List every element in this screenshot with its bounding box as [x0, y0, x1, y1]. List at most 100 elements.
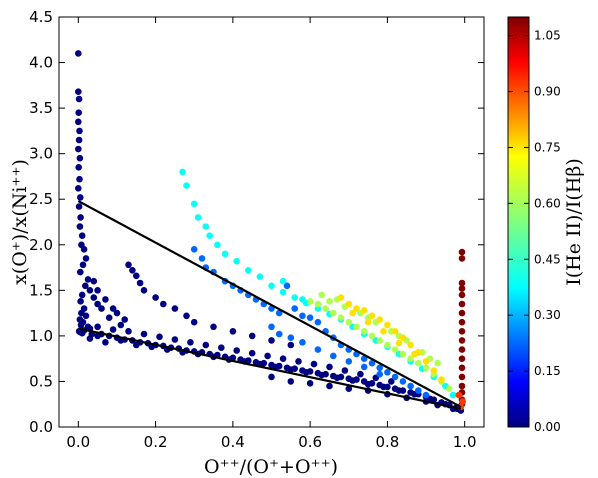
data-point	[326, 298, 333, 305]
data-point	[279, 277, 287, 285]
data-point	[202, 341, 210, 349]
data-point	[233, 257, 240, 265]
data-point	[76, 223, 84, 230]
data-point	[458, 337, 466, 344]
data-point	[415, 359, 422, 367]
data-point	[376, 370, 384, 378]
x-tick-label: 0.4	[221, 433, 245, 451]
data-point	[345, 318, 353, 326]
data-point	[229, 328, 237, 335]
data-point	[75, 95, 83, 103]
y-tick-label: 3.5	[29, 99, 53, 117]
data-point	[76, 154, 84, 162]
y-tick-label: 3.0	[29, 145, 53, 163]
data-point	[264, 352, 271, 360]
data-point	[333, 374, 341, 382]
data-point	[395, 387, 403, 394]
plot-frame	[58, 16, 485, 428]
data-point	[248, 349, 256, 357]
data-point	[455, 391, 463, 399]
data-point	[318, 371, 326, 379]
data-point	[399, 378, 407, 385]
colorbar-tick-label: 0.00	[534, 420, 561, 434]
data-point	[190, 246, 198, 253]
x-tick-label: 0.2	[144, 433, 168, 451]
data-point	[458, 346, 466, 353]
data-point	[449, 391, 457, 399]
data-point	[129, 267, 136, 274]
data-point	[82, 255, 90, 262]
data-point	[125, 328, 132, 335]
x-tick-label: 1.0	[453, 433, 477, 451]
colorbar-tick-label: 1.05	[534, 29, 561, 43]
data-point	[233, 347, 240, 354]
data-point	[77, 321, 85, 329]
data-point	[318, 291, 326, 299]
colorbar-tick-label: 0.45	[534, 252, 561, 266]
data-point	[210, 323, 217, 331]
data-point	[136, 279, 144, 287]
data-point	[295, 358, 302, 365]
data-point	[345, 300, 353, 308]
y-axis-ticks: 0.0 0.5 1.0 1.5 2.0 2.5 3.0 3.5 4.0 4.5	[29, 8, 484, 436]
data-point	[152, 294, 159, 301]
data-point	[86, 335, 94, 342]
data-point	[82, 312, 90, 320]
y-tick-label: 4.0	[29, 54, 53, 72]
colorbar-tick-label: 0.15	[534, 364, 561, 378]
data-point	[399, 334, 407, 342]
data-point	[75, 50, 82, 57]
data-point	[78, 329, 86, 337]
data-point	[391, 328, 399, 335]
data-point	[391, 346, 399, 353]
data-point	[360, 307, 368, 314]
data-point	[84, 276, 92, 283]
data-point	[94, 287, 101, 294]
data-point	[384, 321, 391, 329]
data-point	[364, 318, 372, 326]
data-point	[202, 223, 210, 230]
data-point	[86, 287, 94, 294]
y-tick-label: 0.5	[29, 372, 53, 390]
data-point	[102, 296, 109, 303]
x-axis-label: O⁺⁺/(O⁺+O⁺⁺)	[204, 456, 338, 478]
data-point	[75, 203, 83, 210]
colorbar-tick-label: 0.30	[534, 308, 561, 322]
data-point	[194, 214, 202, 221]
data-point	[360, 328, 368, 335]
data-point	[287, 366, 295, 373]
data-point	[75, 88, 82, 95]
data-point	[105, 314, 113, 322]
data-point	[380, 383, 387, 391]
data-point	[275, 330, 283, 338]
y-tick-label: 4.5	[29, 8, 53, 26]
data-point	[245, 267, 252, 274]
data-point	[306, 298, 314, 305]
data-point	[221, 250, 229, 258]
data-point	[458, 328, 466, 335]
data-point	[458, 318, 466, 326]
data-point	[458, 309, 466, 317]
data-point	[326, 363, 333, 371]
colorbar-ticks: 0.00 0.15 0.30 0.45 0.60 0.75 0.90 1.05	[508, 29, 561, 434]
data-point	[279, 355, 287, 363]
data-point	[458, 248, 466, 256]
data-point	[187, 339, 194, 346]
data-point	[303, 369, 310, 376]
data-point	[214, 241, 221, 249]
x-tick-label: 0.0	[66, 433, 90, 451]
colorbar-label: I(He II)/I(Hβ)	[563, 158, 585, 285]
data-point	[306, 380, 314, 387]
data-point	[415, 387, 422, 394]
data-point	[75, 164, 82, 171]
data-point	[314, 300, 322, 308]
data-point	[380, 328, 387, 335]
data-point	[133, 272, 140, 280]
fit-lines	[77, 200, 462, 410]
colorbar-tick-label: 0.75	[534, 140, 561, 154]
data-point	[121, 316, 128, 323]
data-point	[183, 312, 190, 320]
data-point	[248, 332, 256, 340]
data-point	[376, 364, 384, 372]
